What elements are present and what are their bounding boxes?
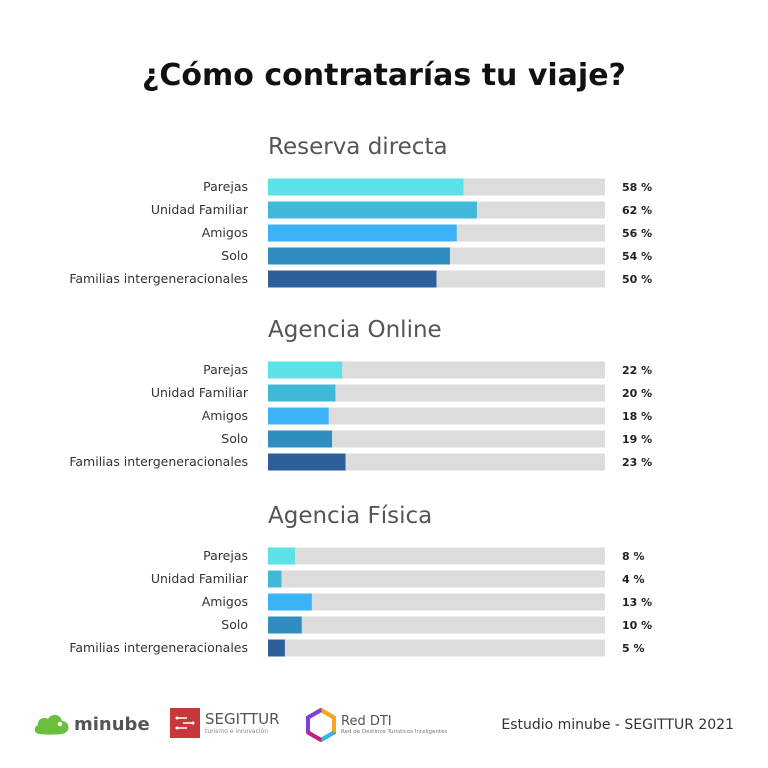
bar: [268, 639, 285, 657]
bar: [268, 384, 336, 402]
value-label: 54 %: [622, 250, 652, 263]
bar: [268, 547, 295, 565]
bar: [268, 616, 302, 634]
study-credit: Estudio minube - SEGITTUR 2021: [501, 717, 734, 733]
category-label: Amigos: [202, 408, 248, 423]
category-label: Amigos: [202, 225, 248, 240]
category-label: Parejas: [203, 179, 248, 194]
category-label: Solo: [221, 248, 248, 263]
value-label: 13 %: [622, 596, 652, 609]
bar-track: [268, 570, 605, 588]
chart-title: Agencia Física: [268, 503, 432, 529]
minube-logo: minube: [32, 710, 150, 738]
value-label: 56 %: [622, 227, 652, 240]
bar-track: [268, 384, 605, 402]
category-label: Unidad Familiar: [151, 571, 249, 586]
reddti-logo-text: Red DTI: [341, 713, 392, 729]
bar-charts: Reserva directa Parejas 58 % Unidad Familia…: [69, 134, 652, 657]
category-label: Familias intergeneracionales: [69, 454, 248, 469]
reddti-hexagon-icon: [306, 708, 336, 742]
segittur-tagline: turismo e innovación: [205, 727, 269, 735]
value-label: 22 %: [622, 364, 652, 377]
chart-title: Reserva directa: [268, 134, 448, 160]
minube-cloud-icon: [34, 715, 69, 735]
value-label: 4 %: [622, 573, 645, 586]
bar: [268, 407, 329, 425]
bar: [268, 430, 333, 448]
category-label: Solo: [221, 431, 248, 446]
value-label: 20 %: [622, 387, 652, 400]
bar-track: [268, 593, 605, 611]
value-label: 5 %: [622, 642, 645, 655]
category-label: Solo: [221, 617, 248, 632]
bar-track: [268, 639, 605, 657]
value-label: 23 %: [622, 456, 652, 469]
page-title: ¿Cómo contratarías tu viaje?: [142, 58, 626, 93]
bar: [268, 178, 464, 196]
bar: [268, 224, 457, 242]
value-label: 50 %: [622, 273, 652, 286]
category-label: Amigos: [202, 594, 248, 609]
category-label: Familias intergeneracionales: [69, 640, 248, 655]
category-label: Unidad Familiar: [151, 202, 249, 217]
bar: [268, 270, 437, 288]
bar-track: [268, 361, 605, 379]
bar-track: [268, 616, 605, 634]
value-label: 18 %: [622, 410, 652, 423]
bar-track: [268, 453, 605, 471]
value-label: 10 %: [622, 619, 652, 632]
category-label: Parejas: [203, 548, 248, 563]
value-label: 19 %: [622, 433, 652, 446]
bar: [268, 453, 346, 471]
chart-title: Agencia Online: [268, 317, 442, 343]
bar-track: [268, 547, 605, 565]
bar: [268, 570, 282, 588]
bar: [268, 593, 312, 611]
reddti-logo: Red DTI Red de Destinos Turísticos Intel…: [305, 708, 447, 742]
value-label: 58 %: [622, 181, 652, 194]
segittur-logo: SEGITTUR turismo e innovación: [170, 708, 280, 738]
bar-track: [268, 430, 605, 448]
bar-track: [268, 407, 605, 425]
segittur-logo-icon: [170, 708, 200, 738]
minube-logo-text: minube: [74, 713, 150, 735]
bar: [268, 361, 343, 379]
bar: [268, 201, 477, 219]
bar: [268, 247, 450, 265]
footer: minube SEGITTUR turismo e innovación Red…: [0, 700, 768, 750]
category-label: Parejas: [203, 362, 248, 377]
value-label: 8 %: [622, 550, 645, 563]
category-label: Familias intergeneracionales: [69, 271, 248, 286]
value-label: 62 %: [622, 204, 652, 217]
reddti-tagline: Red de Destinos Turísticos Inteligentes: [341, 728, 448, 735]
category-label: Unidad Familiar: [151, 385, 249, 400]
segittur-logo-text: SEGITTUR: [205, 709, 280, 728]
